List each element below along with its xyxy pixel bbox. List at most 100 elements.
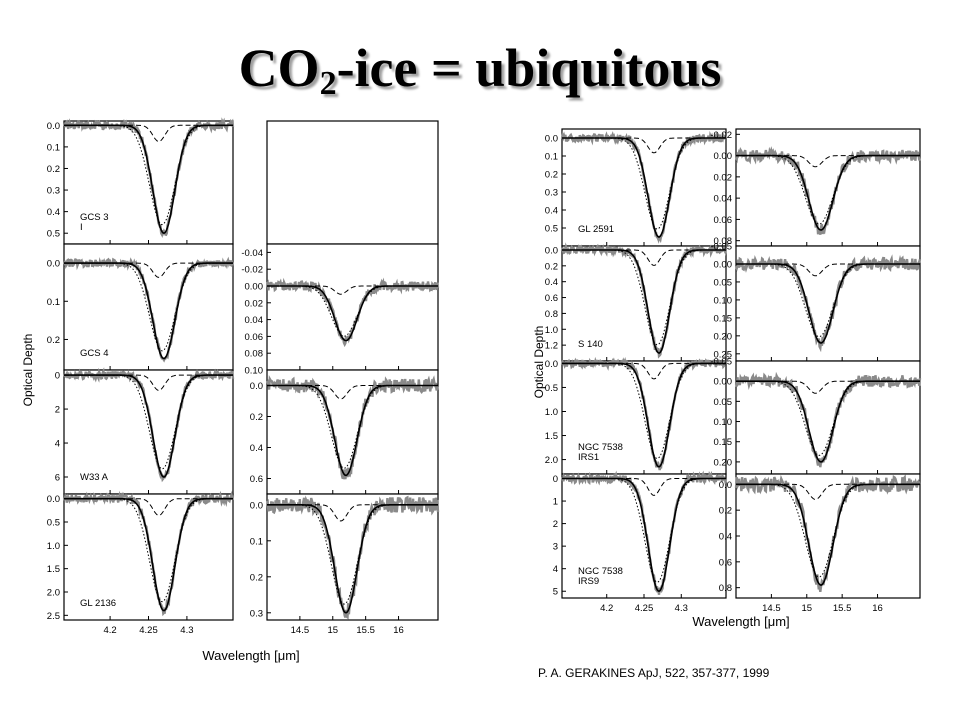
- apolar-component-line: [64, 262, 233, 278]
- y-tick-label: 0.15: [714, 437, 733, 448]
- observed-spectrum: [265, 374, 440, 480]
- x-tick-label: 4.2: [600, 603, 613, 614]
- x-tick-label: 4.3: [675, 603, 688, 614]
- apolar-component-line: [64, 374, 233, 391]
- y-tick-label: 0.3: [250, 608, 263, 619]
- slide-title: CO2-ice = ubiquitous: [0, 28, 960, 108]
- apolar-component-line: [736, 263, 920, 277]
- y-tick-label: 1.5: [47, 564, 60, 575]
- y-tick-label: 0.06: [714, 215, 733, 226]
- y-tick-label: 0.0: [719, 480, 732, 491]
- y-tick-label: 0.0: [47, 259, 60, 270]
- y-tick-label: 0.4: [545, 277, 558, 288]
- y-tick-label: 1.5: [545, 431, 558, 442]
- panel-0-3-0: 0.0 0.5 1.0 1.5 2.0 2.5 GL 2136: [47, 490, 235, 622]
- y-tick-label: 0.1: [250, 536, 263, 547]
- y-tick-label: 0.0: [250, 500, 263, 511]
- y-tick-label: 0.6: [250, 474, 263, 485]
- y-tick-label: 4: [55, 439, 60, 450]
- y-tick-label: 0.0: [545, 134, 558, 145]
- y-tick-label: -0.04: [241, 248, 263, 259]
- y-tick-label: 0.08: [245, 349, 264, 360]
- y-tick-label: 0.2: [250, 572, 263, 583]
- y-tick-label: 1: [553, 497, 558, 508]
- apolar-component-line: [64, 124, 233, 143]
- panel-0-1-0: 0.0 0.1 0.2 GCS 4: [47, 243, 235, 371]
- panel-0-2-0: 0 2 4 6 W33 A: [55, 367, 235, 495]
- x-tick-label: 4.3: [180, 625, 193, 636]
- apolar-component-line: [267, 385, 438, 400]
- apolar-component-line: [736, 155, 920, 168]
- y-tick-label: 0.02: [245, 298, 264, 309]
- y-tick-label: 0.4: [719, 532, 732, 543]
- y-tick-label: 0.0: [47, 121, 60, 132]
- polar-component-line: [736, 155, 920, 225]
- y-tick-label: 0: [55, 371, 60, 382]
- y-axis-label: Optical Depth: [532, 326, 546, 399]
- source-label: GL 2591: [578, 224, 614, 235]
- panel-frame: [63, 120, 234, 245]
- x-axis-label: Wavelength [μm]: [202, 648, 299, 663]
- y-tick-label: 0.10: [714, 417, 733, 428]
- y-tick-label: 0.00: [714, 151, 733, 162]
- y-tick-label: 0.5: [47, 229, 60, 240]
- y-tick-label: 2.0: [47, 588, 60, 599]
- panel-1-2-1: -0.05 0.00 0.05 0.10 0.15 0.20: [710, 357, 922, 475]
- panel-frame: [266, 493, 439, 621]
- polar-component-line: [736, 380, 920, 456]
- y-tick-label: 0.5: [47, 518, 60, 529]
- y-tick-label: 1.0: [47, 541, 60, 552]
- y-tick-label: 0.0: [250, 381, 263, 392]
- source-label: IRS1: [578, 452, 599, 463]
- y-tick-label: 0.5: [545, 224, 558, 235]
- y-tick-label: 0.8: [719, 583, 732, 594]
- y-tick-label: 0.25: [714, 349, 733, 360]
- apolar-component-line: [562, 362, 726, 380]
- y-tick-label: 0.3: [47, 186, 60, 197]
- y-tick-label: 0.1: [47, 142, 60, 153]
- title-subscript: 2: [319, 65, 337, 102]
- panel-0-0-1: [266, 120, 439, 245]
- source-label: GCS 3: [80, 212, 109, 223]
- y-tick-label: 0.08: [714, 236, 733, 247]
- y-tick-label: 0.2: [545, 261, 558, 272]
- panel-frame: [735, 473, 921, 599]
- y-tick-label: 0.20: [714, 457, 733, 468]
- polar-component-line: [562, 137, 726, 230]
- y-tick-label: 4: [553, 564, 558, 575]
- y-tick-label: 0.0: [545, 359, 558, 370]
- x-tick-label: 4.25: [635, 603, 654, 614]
- y-tick-label: 0.8: [545, 309, 558, 320]
- y-tick-label: -0.05: [710, 242, 732, 253]
- panel-1-0-1: -0.02 0.00 0.02 0.04 0.06 0.08: [710, 128, 922, 247]
- title-main: CO: [238, 38, 320, 98]
- panel-0-2-1: 0.0 0.2 0.4 0.6: [250, 369, 440, 495]
- y-tick-label: 0.2: [250, 412, 263, 423]
- apolar-component-line: [562, 478, 726, 496]
- source-label: W33 A: [80, 472, 109, 483]
- source-label: S 140: [578, 339, 603, 350]
- x-tick-label: 15.5: [356, 625, 375, 636]
- x-tick-label: 15.5: [833, 603, 852, 614]
- apolar-component-line: [267, 504, 438, 522]
- y-tick-label: 0.10: [245, 366, 264, 377]
- y-tick-label: 3: [553, 542, 558, 553]
- y-tick-label: 0.4: [545, 206, 558, 217]
- panel-frame: [63, 369, 234, 495]
- y-tick-label: 0.00: [714, 259, 733, 270]
- panel-frame: [561, 128, 727, 247]
- apolar-component-line: [562, 249, 726, 266]
- source-label: I: [80, 222, 83, 233]
- y-tick-label: 0: [553, 474, 558, 485]
- x-tick-label: 16: [393, 625, 404, 636]
- panel-1-1-0: 0.0 0.2 0.4 0.6 0.8 1.0 1.2 S 140: [545, 242, 728, 362]
- x-tick-label: 4.2: [103, 625, 116, 636]
- y-tick-label: 0.1: [545, 152, 558, 163]
- y-tick-label: 2: [55, 405, 60, 416]
- panel-frame: [561, 245, 727, 362]
- y-tick-label: 0.05: [714, 277, 733, 288]
- y-tick-label: 0.05: [714, 397, 733, 408]
- y-tick-label: 0.2: [47, 335, 60, 346]
